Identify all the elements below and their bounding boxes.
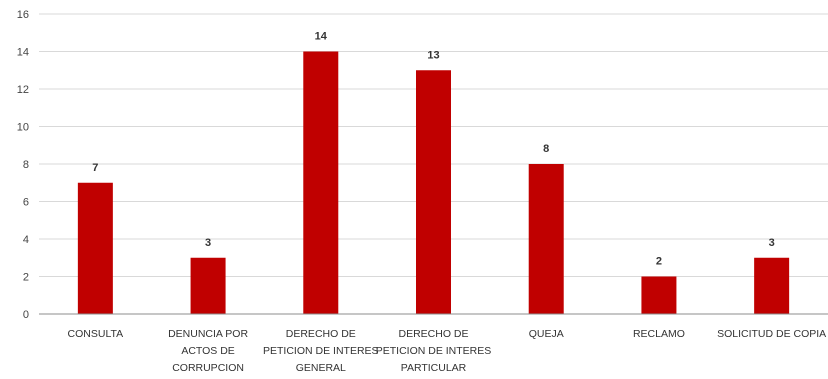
bar — [190, 257, 226, 314]
data-label: 14 — [315, 31, 328, 43]
bar — [77, 182, 113, 314]
x-category-label-line: RECLAMO — [633, 328, 685, 340]
x-category-label-line: CONSULTA — [68, 328, 124, 340]
x-category-label: CONSULTA — [68, 328, 124, 340]
y-axis-ticks: 0 2 4 6 8 10 12 14 16 — [17, 9, 29, 321]
x-category-label-line: PETICION DE INTERES — [263, 345, 379, 357]
data-labels: 7 3 14 13 8 2 3 — [92, 31, 774, 268]
x-category-label-line: DERECHO DE — [398, 328, 468, 340]
data-label: 7 — [92, 162, 98, 174]
x-category-label-line: DENUNCIA POR — [168, 328, 248, 340]
bars — [77, 51, 790, 314]
x-category-label: DERECHO DE PETICION DE INTERES GENERAL — [263, 328, 379, 374]
bar — [416, 70, 451, 314]
x-category-label: SOLICITUD DE COPIA — [717, 328, 826, 340]
data-label: 13 — [427, 49, 439, 61]
y-tick-label: 14 — [17, 47, 29, 59]
bar — [303, 51, 339, 314]
x-category-label: DERECHO DE PETICION DE INTERES PARTICULAR — [376, 328, 492, 374]
y-tick-label: 6 — [23, 197, 29, 209]
x-category-label: RECLAMO — [633, 328, 685, 340]
bar — [641, 276, 677, 314]
y-tick-label: 8 — [23, 159, 29, 171]
x-category-label-line: PARTICULAR — [401, 362, 467, 374]
bar — [528, 164, 564, 314]
x-category-label-line: QUEJA — [529, 328, 564, 340]
x-category-label-line: DERECHO DE — [286, 328, 356, 340]
x-axis-labels: CONSULTA DENUNCIA POR ACTOS DE CORRUPCIONDE… — [68, 328, 827, 374]
x-category-label: DENUNCIA POR ACTOS DE CORRUPCION — [168, 328, 248, 374]
y-tick-label: 0 — [23, 309, 29, 321]
x-category-label-line: CORRUPCION — [172, 362, 244, 374]
data-label: 3 — [769, 237, 775, 249]
y-tick-label: 12 — [17, 84, 29, 96]
data-label: 8 — [543, 143, 549, 155]
x-category-label-line: GENERAL — [296, 362, 346, 374]
x-category-label: QUEJA — [529, 328, 564, 340]
x-category-label-line: PETICION DE INTERES — [376, 345, 492, 357]
y-tick-label: 4 — [23, 234, 29, 246]
x-category-label-line: ACTOS DE — [181, 345, 234, 357]
y-tick-label: 16 — [17, 9, 29, 21]
data-label: 3 — [205, 237, 211, 249]
y-tick-label: 10 — [17, 122, 29, 134]
y-tick-label: 2 — [23, 272, 29, 284]
bar — [754, 257, 790, 314]
x-category-label-line: SOLICITUD DE COPIA — [717, 328, 826, 340]
data-label: 2 — [656, 256, 662, 268]
